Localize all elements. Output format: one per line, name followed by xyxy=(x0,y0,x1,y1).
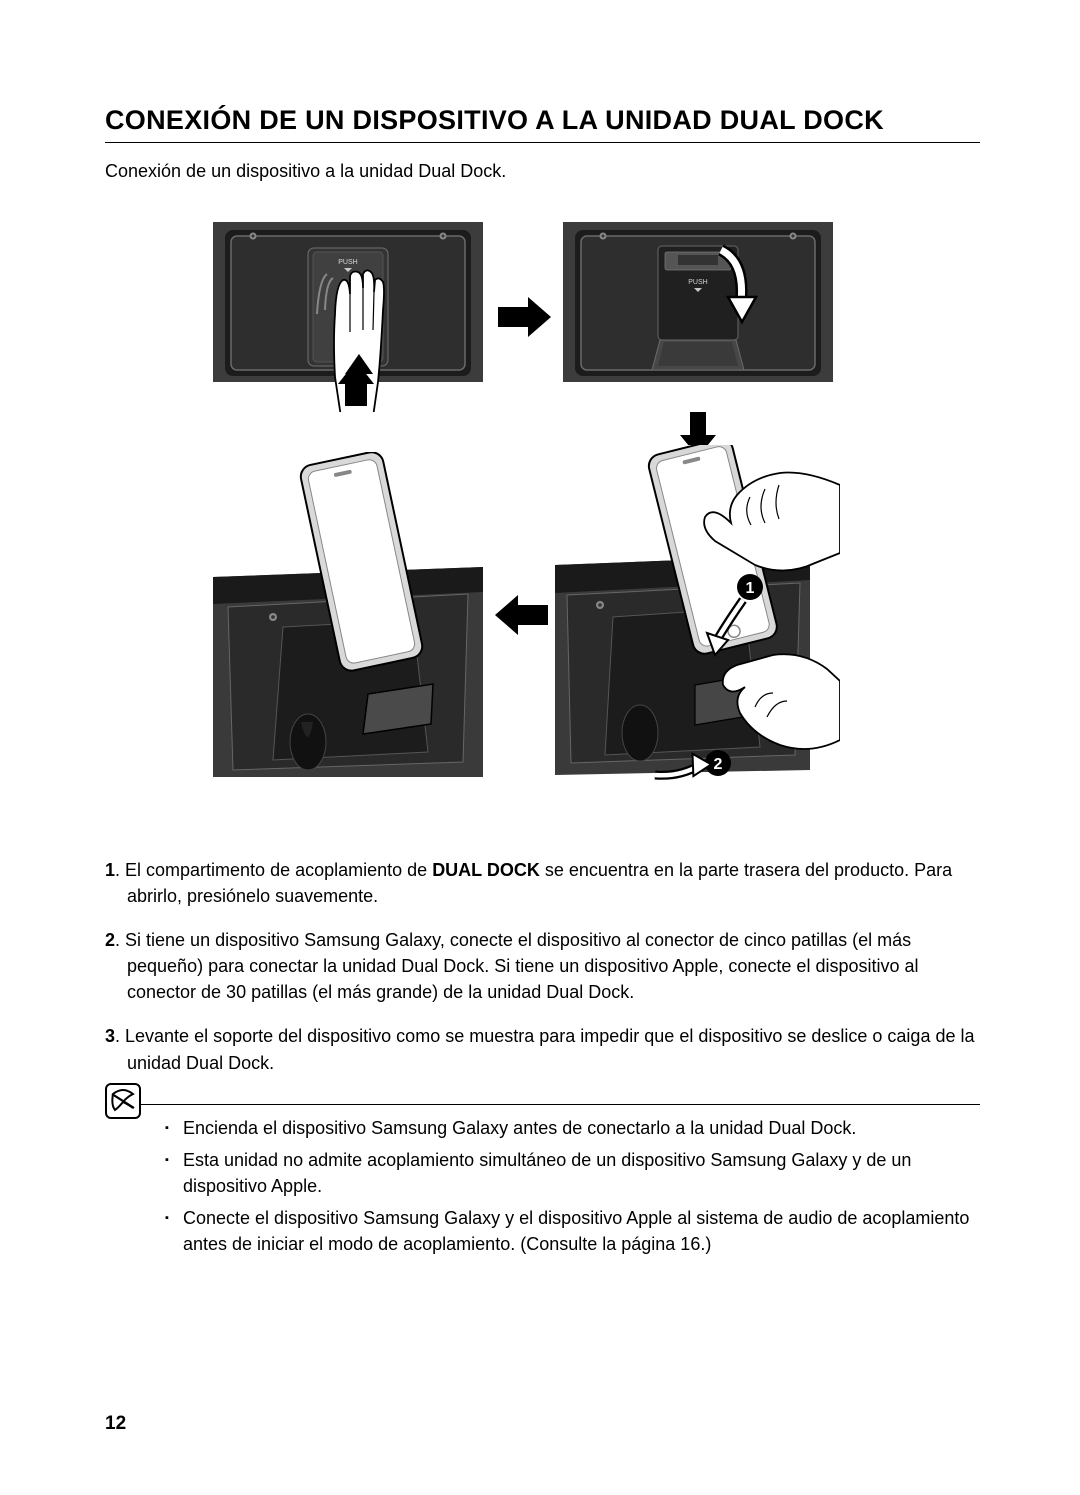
subtitle: Conexión de un dispositivo a la unidad D… xyxy=(105,161,980,182)
arrow-left-icon xyxy=(493,590,553,640)
svg-text:2: 2 xyxy=(714,756,723,773)
note-item: Encienda el dispositivo Samsung Galaxy a… xyxy=(165,1115,980,1141)
note-item: Esta unidad no admite acoplamiento simul… xyxy=(165,1147,980,1199)
panel-push-closed: PUSH xyxy=(213,222,483,412)
page-number: 12 xyxy=(105,1413,126,1435)
step-3: 3. Levante el soporte del dispositivo co… xyxy=(105,1023,980,1075)
note-block: Encienda el dispositivo Samsung Galaxy a… xyxy=(105,1104,980,1263)
panel-door-open: PUSH xyxy=(563,222,833,412)
steps-list: 1. El compartimento de acoplamiento de D… xyxy=(105,857,980,1076)
diagram: PUSH xyxy=(213,222,873,777)
arrow-right-icon xyxy=(493,292,553,342)
step-2: 2. Si tiene un dispositivo Samsung Galax… xyxy=(105,927,980,1005)
panel-insert-phone: 1 2 xyxy=(555,445,840,785)
step-1: 1. El compartimento de acoplamiento de D… xyxy=(105,857,980,909)
note-icon xyxy=(105,1083,141,1119)
push-label-2: PUSH xyxy=(688,279,707,286)
note-item: Conecte el dispositivo Samsung Galaxy y … xyxy=(165,1205,980,1257)
page-title: CONEXIÓN DE UN DISPOSITIVO A LA UNIDAD D… xyxy=(105,105,980,143)
push-label: PUSH xyxy=(338,259,357,266)
svg-text:1: 1 xyxy=(746,580,755,597)
panel-phone-docked xyxy=(213,452,483,777)
